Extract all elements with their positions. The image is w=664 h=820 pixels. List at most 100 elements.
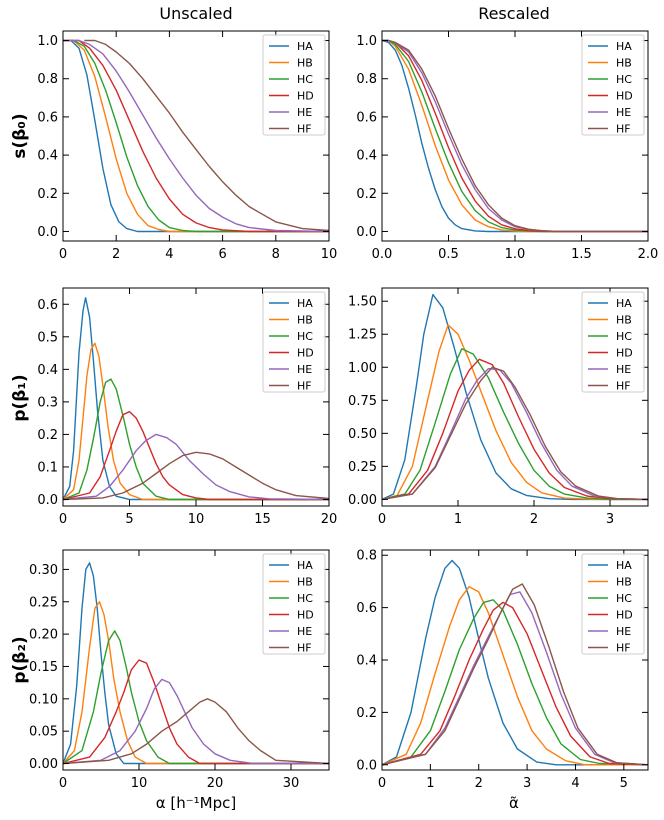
y-tick-label: 0.6 [37,298,58,313]
x-tick-label: 20 [207,776,224,791]
column-title-unscaled: Unscaled [159,4,232,23]
series-line-HF [382,39,648,233]
y-tick-label: 0.20 [29,628,58,643]
x-tick-label: 1.5 [571,247,592,262]
legend-label-HF: HF [297,123,312,136]
series-line-HF [381,583,649,766]
chart-panel-1: 0 2 4 6 8 10 0.0 0.2 0.4 0.6 0.8 1.0 HA HB HC HD HE HF [37,30,338,262]
x-tick-label: 0.0 [372,247,393,262]
x-tick-label: 1 [454,512,462,527]
x-tick-label: 0 [59,776,67,791]
plot-frame [381,287,649,507]
x-tick-label: 10 [188,512,205,527]
y-tick-label: 0.00 [348,493,377,508]
x-tick-label: 0.5 [438,247,459,262]
x-tick-label: 5 [620,776,628,791]
legend-label-HA: HA [616,297,632,310]
series-line-HE [63,39,330,233]
series-line-HF [381,366,649,501]
y-tick-label: 0.3 [37,395,58,410]
x-tick-label: 2 [475,776,483,791]
series-line-HC [63,39,329,233]
series-line-HA [381,39,648,233]
legend-label-HF: HF [616,123,631,136]
series-line-HE [381,367,649,501]
series-line-HC [381,599,649,766]
y-tick-label: 0.10 [29,692,58,707]
series-line-HC [381,348,648,501]
series-line-HA [62,562,329,765]
chart-panel-2: 0.0 0.5 1.0 1.5 2.0 0.0 0.2 0.4 0.6 0.8 1.0 HA HB HC H… [356,30,658,262]
y-tick-label: 0.4 [356,654,377,669]
x-tick-label: 0 [378,512,386,527]
legend-label-HF: HF [616,380,631,393]
y-tick-label: 0.8 [356,549,377,564]
legend-label-HC: HC [297,330,313,343]
series-line-HD [381,601,649,766]
legend-label-HA: HA [297,40,313,53]
y-tick-label: 0.6 [37,110,58,125]
y-tick-label: 0.1 [37,460,58,475]
legend-label-HD: HD [616,90,633,103]
y-tick-label: 0.6 [356,601,377,616]
xlabel-unscaled: α [h⁻¹Mpc] [156,794,237,812]
legend-label-HB: HB [616,576,632,589]
x-tick-label: 8 [272,247,280,262]
legend-label-HC: HC [297,73,313,86]
legend-label-HB: HB [616,57,632,70]
y-tick-label: 1.0 [356,34,377,49]
ylabel-p-beta2: p(β₂) [10,636,30,683]
series-line-HD [63,39,329,233]
legend-label-HF: HF [297,642,312,655]
legend-label-HD: HD [297,609,314,622]
series-line-HB [63,39,329,233]
legend-label-HB: HB [297,576,313,589]
series-line-HF [62,698,330,765]
x-tick-label: 30 [283,776,300,791]
y-tick-label: 0.30 [29,563,58,578]
series-line-HC [382,39,648,233]
legend-label-HC: HC [616,73,632,86]
series-line-HE [381,591,649,766]
series-line-HC [62,630,329,765]
y-tick-label: 1.0 [37,34,58,49]
x-tick-label: 0 [59,512,67,527]
y-tick-label: 0.0 [37,225,58,240]
x-tick-label: 10 [131,776,148,791]
legend-box [262,34,326,136]
legend-label-HC: HC [616,330,632,343]
x-tick-label: 2 [112,247,120,262]
legend-box [262,553,326,655]
x-tick-label: 1.0 [505,247,526,262]
legend-box [581,34,645,136]
legend-label-HD: HD [616,609,633,622]
x-tick-label: 0 [378,776,386,791]
plot-frame [62,549,330,771]
x-tick-label: 2 [530,512,538,527]
series-line-HB [381,324,648,501]
series-line-HA [381,559,648,766]
column-title-rescaled: Rescaled [478,4,550,23]
ylabel-s-beta0: s(β₀) [10,113,30,158]
x-tick-label: 3 [523,776,531,791]
series-line-HE [62,433,330,501]
legend-label-HE: HE [297,363,312,376]
series-line-HA [381,293,648,501]
y-tick-label: 0.05 [29,725,58,740]
legend-label-HF: HF [616,642,631,655]
series-line-HE [62,678,329,765]
y-tick-label: 0.0 [37,493,58,508]
y-tick-label: 0.2 [37,187,58,202]
legend-label-HB: HB [297,57,313,70]
series-line-HD [382,39,648,233]
legend-label-HE: HE [297,625,312,638]
y-tick-label: 0.25 [29,595,58,610]
y-tick-label: 0.0 [356,758,377,773]
y-tick-label: 0.15 [29,660,58,675]
x-tick-label: 15 [254,512,271,527]
series-line-HA [63,39,329,233]
y-tick-label: 1.50 [348,295,377,310]
x-tick-label: 10 [321,247,338,262]
y-tick-label: 1.00 [348,361,377,376]
y-tick-label: 0.50 [348,427,377,442]
